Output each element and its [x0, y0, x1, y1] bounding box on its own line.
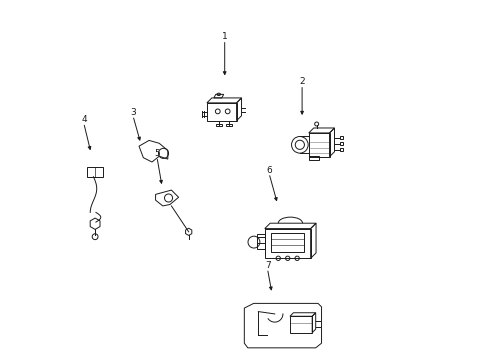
Bar	[225, 124, 231, 126]
Bar	[340, 142, 343, 145]
Text: 2: 2	[299, 77, 305, 86]
Bar	[256, 234, 264, 249]
Text: 3: 3	[130, 108, 136, 117]
Text: 4: 4	[81, 115, 87, 124]
Bar	[87, 167, 103, 177]
Text: 1: 1	[222, 32, 227, 41]
Bar	[271, 233, 303, 252]
Bar	[215, 124, 221, 126]
Bar	[289, 316, 311, 333]
Bar	[340, 136, 343, 139]
Bar	[264, 229, 310, 258]
Text: 7: 7	[264, 261, 270, 270]
Text: 5: 5	[154, 149, 160, 158]
Text: 6: 6	[266, 166, 272, 175]
Bar	[340, 148, 343, 151]
Bar	[308, 156, 318, 160]
